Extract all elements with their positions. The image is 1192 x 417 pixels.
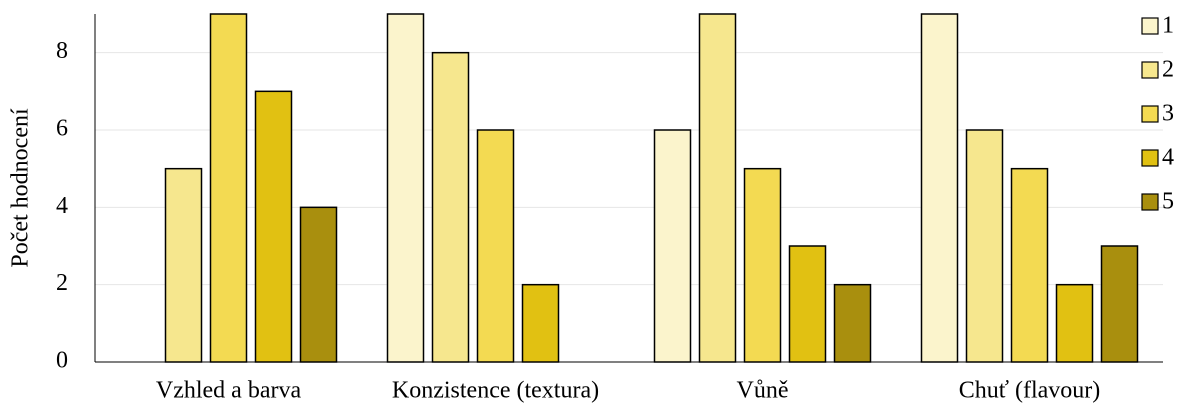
bar bbox=[743, 167, 782, 363]
x-tick-label: Chuť (flavour) bbox=[959, 378, 1101, 404]
bar bbox=[386, 13, 425, 363]
x-tick-label: Vzhled a barva bbox=[156, 378, 302, 404]
legend-label: 4 bbox=[1162, 145, 1174, 171]
bar bbox=[1010, 167, 1049, 363]
bar bbox=[299, 206, 338, 363]
y-tick-label: 0 bbox=[56, 348, 68, 374]
legend-swatch bbox=[1141, 193, 1159, 211]
bar bbox=[209, 13, 248, 363]
y-axis-label: Počet hodnocení bbox=[8, 108, 34, 268]
bar bbox=[965, 129, 1004, 363]
bar bbox=[788, 245, 827, 363]
bar bbox=[653, 129, 692, 363]
bar bbox=[1100, 245, 1139, 363]
x-tick-label: Vůně bbox=[737, 378, 789, 404]
legend-label: 1 bbox=[1162, 13, 1174, 39]
legend-label: 2 bbox=[1162, 57, 1174, 83]
bar bbox=[521, 283, 560, 363]
bar bbox=[920, 13, 959, 363]
bar bbox=[431, 51, 470, 363]
y-tick-label: 2 bbox=[56, 270, 68, 296]
bar bbox=[164, 167, 203, 363]
bar bbox=[254, 90, 293, 363]
y-tick-label: 6 bbox=[56, 116, 68, 142]
bar bbox=[476, 129, 515, 363]
legend-label: 3 bbox=[1162, 101, 1174, 127]
bar bbox=[1055, 283, 1094, 363]
x-tick-label: Konzistence (textura) bbox=[392, 378, 599, 404]
y-tick-label: 4 bbox=[56, 193, 68, 219]
legend-swatch bbox=[1141, 149, 1159, 167]
bar bbox=[698, 13, 737, 363]
legend-swatch bbox=[1141, 17, 1159, 35]
bar bbox=[833, 283, 872, 363]
legend-swatch bbox=[1141, 61, 1159, 79]
legend-swatch bbox=[1141, 105, 1159, 123]
legend-label: 5 bbox=[1162, 189, 1174, 215]
y-tick-label: 8 bbox=[56, 38, 68, 64]
